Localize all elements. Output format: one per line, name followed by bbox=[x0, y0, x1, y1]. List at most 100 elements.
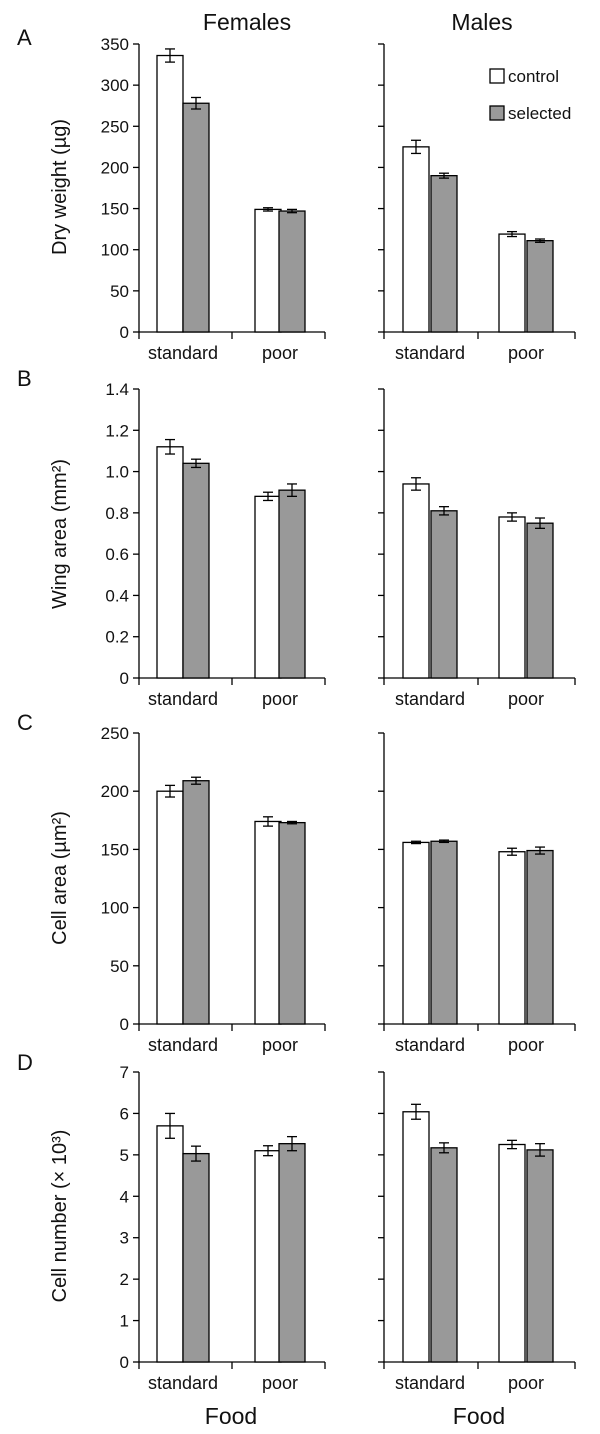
panel-a-males-bar-selected-poor bbox=[526, 240, 554, 333]
panel-b-males-errorbar-control-poor bbox=[507, 512, 517, 522]
panel-d-males-category-label: poor bbox=[508, 1373, 544, 1393]
panel-c-males-category-label: standard bbox=[395, 1035, 465, 1055]
panel-c-females-errorbar-selected-standard bbox=[191, 776, 201, 785]
panel-a-females-errorbar-selected-standard bbox=[191, 96, 201, 110]
panel-c-males-errorbar-selected-poor bbox=[535, 846, 545, 855]
panel-b-females-bar-control-poor bbox=[254, 495, 282, 679]
x-axis-title-females: Food bbox=[205, 1403, 257, 1429]
panel-a-males-category-label: standard bbox=[395, 343, 465, 363]
panel-c-females-errorbar-selected-poor bbox=[287, 820, 297, 825]
panel-c-females-ytick-label: 50 bbox=[110, 957, 129, 976]
panel-a-females-ytick-label: 150 bbox=[101, 200, 129, 219]
panel-a-males-bar-control-standard bbox=[402, 146, 430, 333]
panel-d-females-errorbar-selected-poor bbox=[287, 1135, 297, 1152]
panel-a-females-errorbar-control-poor bbox=[263, 207, 273, 212]
panel-letter-d: D bbox=[17, 1050, 33, 1075]
panel-a-females-category-label: standard bbox=[148, 343, 218, 363]
panel-d-females-category-label: poor bbox=[262, 1373, 298, 1393]
panel-b-females-ytick-label: 0.4 bbox=[105, 586, 129, 605]
x-axis-title-males: Food bbox=[453, 1403, 505, 1429]
panel-b-males-errorbar-selected-poor bbox=[535, 517, 545, 529]
panel-c-males: standard poor bbox=[378, 732, 576, 1055]
panel-a-males-errorbar-selected-standard bbox=[439, 172, 449, 179]
panel-b-females-bar-selected-poor bbox=[278, 489, 306, 679]
panel-b-males-bar-selected-standard bbox=[430, 510, 458, 679]
panel-d-females-category-label: standard bbox=[148, 1373, 218, 1393]
panel-b-males-bar-control-poor bbox=[498, 516, 526, 679]
panel-b-males-errorbar-control-standard bbox=[411, 477, 421, 491]
panel-d-females-bar-selected-poor bbox=[278, 1143, 306, 1363]
panel-b-females-ytick-label: 1.0 bbox=[105, 463, 129, 482]
panel-c-females-ytick-label: 200 bbox=[101, 782, 129, 801]
panel-c-females-bar-control-standard bbox=[156, 790, 184, 1025]
panel-b-females-ylabel: Wing area (mm²) bbox=[49, 459, 71, 609]
panel-a-females-ytick-label: 300 bbox=[101, 76, 129, 95]
legend-swatch-selected bbox=[489, 105, 505, 121]
panel-letter-b: B bbox=[17, 366, 32, 391]
panel-c-females: C 0 50 100 150 200 250 Cell area (µm²) standard p… bbox=[17, 710, 326, 1055]
panel-b-females-errorbar-selected-standard bbox=[191, 458, 201, 469]
panel-c-females-ytick-label: 100 bbox=[101, 899, 129, 918]
column-title-females: Females bbox=[203, 9, 291, 35]
panel-c-females-bar-selected-standard bbox=[182, 780, 210, 1025]
panel-a-males-errorbar-control-poor bbox=[507, 230, 517, 238]
panel-a-females-bar-control-poor bbox=[254, 208, 282, 333]
panel-b-females-ytick-label: 0.2 bbox=[105, 628, 129, 647]
panel-b-males-category-label: poor bbox=[508, 689, 544, 709]
panel-d-females-ytick-label: 0 bbox=[120, 1353, 129, 1372]
panel-c-females-errorbar-control-standard bbox=[165, 784, 175, 798]
legend-swatch-control bbox=[489, 68, 505, 84]
panel-b-females-bar-selected-standard bbox=[182, 462, 210, 679]
panel-c-females-category-label: standard bbox=[148, 1035, 218, 1055]
panel-c-males-bar-control-standard bbox=[402, 841, 430, 1025]
panel-a-females-ytick-label: 0 bbox=[120, 323, 129, 342]
panel-b-females-bar-control-standard bbox=[156, 446, 184, 679]
panel-d-females-ylabel: Cell number (× 10³) bbox=[49, 1130, 71, 1303]
panel-c-males-errorbar-selected-standard bbox=[439, 839, 449, 844]
column-title-males: Males bbox=[451, 9, 512, 35]
panel-letter-a: A bbox=[17, 25, 32, 50]
panel-d-females-errorbar-control-poor bbox=[263, 1145, 273, 1157]
panel-c-males-errorbar-control-standard bbox=[411, 840, 421, 845]
panel-c-males-errorbar-control-poor bbox=[507, 847, 517, 856]
panel-d-females-ytick-label: 1 bbox=[120, 1312, 129, 1331]
panel-b-females: B 0 0.2 0.4 0.6 0.8 1.0 1.2 1.4 Wing area (mm²) st… bbox=[17, 366, 326, 709]
panel-d-males-bar-control-standard bbox=[402, 1111, 430, 1363]
panel-d-females-ytick-label: 2 bbox=[120, 1270, 129, 1289]
panel-b-females-ytick-label: 1.2 bbox=[105, 421, 129, 440]
panel-d-females: D 0 1 2 3 4 5 6 7 Cell number (× 10³) standard poor bbox=[17, 1050, 326, 1393]
panel-b-males-bar-selected-poor bbox=[526, 522, 554, 679]
panel-d-females-ytick-label: 6 bbox=[120, 1104, 129, 1123]
panel-a-males-category-label: poor bbox=[508, 343, 544, 363]
panel-b-females-ytick-label: 0.6 bbox=[105, 545, 129, 564]
panel-c-females-ylabel: Cell area (µm²) bbox=[49, 811, 71, 945]
panel-b-females-ytick-label: 1.4 bbox=[105, 380, 129, 399]
legend-label-control: control bbox=[508, 67, 559, 86]
panel-d-females-bar-selected-standard bbox=[182, 1152, 210, 1363]
panel-d-females-ytick-label: 3 bbox=[120, 1229, 129, 1248]
panel-a-females-ylabel: Dry weight (µg) bbox=[49, 119, 71, 255]
panel-d-females-bar-control-poor bbox=[254, 1150, 282, 1363]
panel-b-females-errorbar-selected-poor bbox=[287, 483, 297, 497]
panel-c-females-ytick-label: 150 bbox=[101, 840, 129, 859]
panel-a-males-bar-control-poor bbox=[498, 233, 526, 333]
panel-a-females: A 0 50 100 150 200 250 300 350 Dry weight (µg) sta… bbox=[17, 25, 326, 363]
panel-b-females-category-label: standard bbox=[148, 689, 218, 709]
panel-d-males-errorbar-selected-standard bbox=[439, 1142, 449, 1154]
legend-label-selected: selected bbox=[508, 104, 571, 123]
panel-b-males: standard poor bbox=[378, 388, 576, 709]
panel-b-males-errorbar-selected-standard bbox=[439, 506, 449, 516]
panel-c-females-ytick-label: 250 bbox=[101, 724, 129, 743]
panel-a-females-category-label: poor bbox=[262, 343, 298, 363]
panel-a-females-bar-selected-poor bbox=[278, 210, 306, 333]
panel-d-females-errorbar-control-standard bbox=[165, 1112, 175, 1139]
panel-a-females-ytick-label: 350 bbox=[101, 35, 129, 54]
panel-d-females-ytick-label: 7 bbox=[120, 1063, 129, 1082]
panel-c-females-bar-selected-poor bbox=[278, 821, 306, 1025]
panel-c-males-category-label: poor bbox=[508, 1035, 544, 1055]
panel-a-females-ytick-label: 250 bbox=[101, 117, 129, 136]
panel-a-females-ytick-label: 200 bbox=[101, 158, 129, 177]
panel-c-males-bar-selected-standard bbox=[430, 840, 458, 1025]
panel-a-males-errorbar-control-standard bbox=[411, 139, 421, 155]
